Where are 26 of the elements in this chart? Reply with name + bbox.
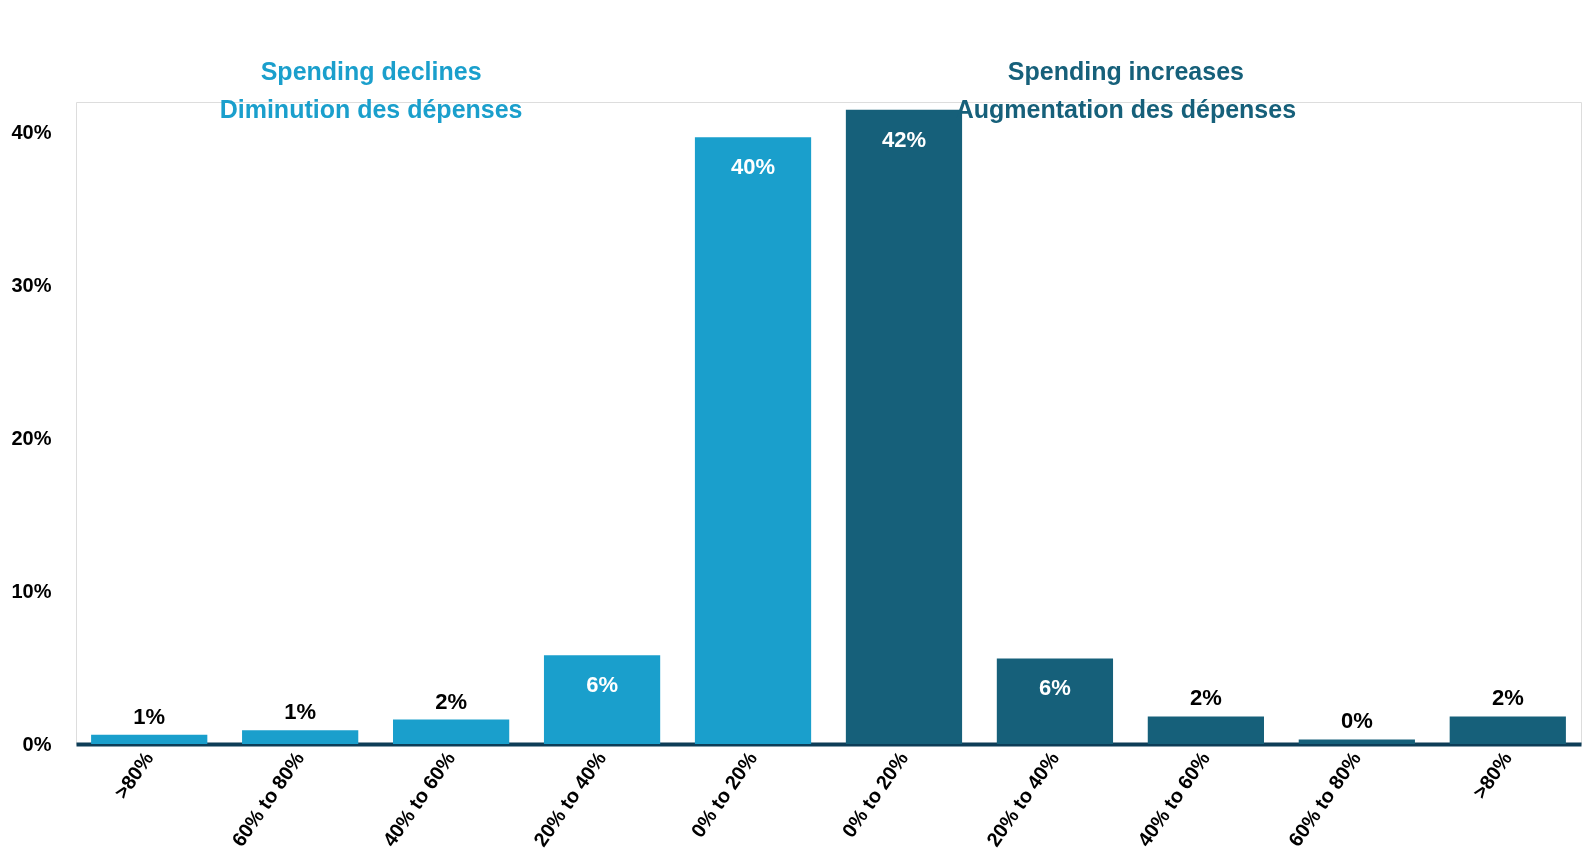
bar <box>996 658 1114 744</box>
bar <box>694 137 812 744</box>
bar <box>1147 716 1264 744</box>
bar <box>543 655 661 744</box>
text: Spending declines Diminution des dépenses <box>219 57 523 123</box>
bar <box>1449 716 1566 744</box>
y-tick-label: 30% <box>11 273 52 296</box>
data-label: 2% <box>435 688 468 714</box>
bar <box>242 730 359 744</box>
data-label: 2% <box>1491 685 1524 711</box>
series-label: Spending increases Augmentation des dépenses <box>955 57 1297 123</box>
data-label: 1% <box>284 699 317 725</box>
y-tick-label: 20% <box>11 426 52 449</box>
data-label: 6% <box>586 672 618 698</box>
data-label: 1% <box>133 703 166 729</box>
data-label: 42% <box>881 126 926 152</box>
data-label: 2% <box>1189 685 1222 711</box>
data-label: 6% <box>1039 675 1071 701</box>
y-tick-label: 10% <box>11 579 52 602</box>
bar <box>91 734 208 744</box>
y-tick-label: 0% <box>22 732 52 755</box>
data-label: 40% <box>731 154 776 180</box>
bar <box>1298 739 1415 744</box>
data-label: 0% <box>1340 708 1373 734</box>
y-tick-label: 40% <box>11 121 52 144</box>
bar <box>393 719 510 744</box>
